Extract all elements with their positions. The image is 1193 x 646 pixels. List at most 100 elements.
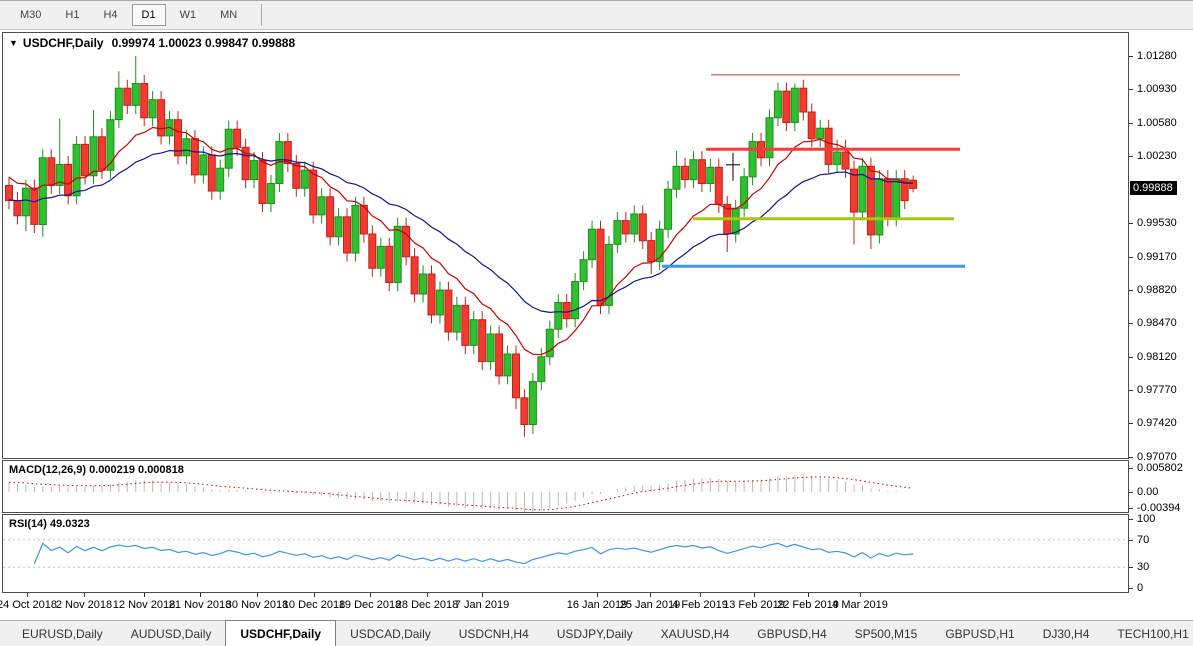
chart-title: ▼ USDCHF,Daily 0.99974 1.00023 0.99847 0.9… <box>9 36 295 50</box>
date-scale[interactable]: 24 Oct 2018 2 Nov 2018 12 Nov 2018 21 Nov 2… <box>0 593 1129 619</box>
macd-chart[interactable] <box>3 461 1128 512</box>
chart-tab-usdcnh-h4[interactable]: USDCNH,H4 <box>458 626 529 641</box>
price-axis-label: 0.98120 <box>1137 350 1177 363</box>
date-axis-label: 16 Jan 2019 <box>566 599 628 611</box>
rsi-panel[interactable]: RSI(14) 49.0323 <box>2 514 1129 593</box>
date-axis-label: 4 Feb 2019 <box>672 599 728 611</box>
main-chart-panel[interactable]: ▼ USDCHF,Daily 0.99974 1.00023 0.99847 0.9… <box>2 32 1129 459</box>
date-axis-label: 21 Nov 2018 <box>168 599 232 611</box>
candlestick-chart[interactable] <box>3 33 1128 458</box>
chart-tab-eurusd-daily[interactable]: EURUSD,Daily <box>22 626 103 641</box>
date-axis-label: 2 Nov 2018 <box>55 599 113 611</box>
axis-tick <box>1129 323 1133 325</box>
axis-tick <box>1129 290 1133 292</box>
date-tick <box>808 593 809 597</box>
chart-tab-usdcad-daily[interactable]: USDCAD,Daily <box>350 626 431 641</box>
rsi-chart[interactable] <box>3 515 1128 592</box>
date-axis-label: 10 Dec 2018 <box>282 599 346 611</box>
price-axis-label: 1.00230 <box>1137 149 1177 162</box>
toolbar-separator <box>261 4 263 26</box>
timeframe-button-h1[interactable]: H1 <box>65 9 80 21</box>
date-tick <box>700 593 701 597</box>
date-axis-label: 7 Jan 2019 <box>454 599 510 611</box>
chart-tab-gbpusd-h4[interactable]: GBPUSD,H4 <box>757 626 827 641</box>
date-axis-label: 4 Mar 2019 <box>832 599 888 611</box>
price-axis-label: 0.98470 <box>1137 317 1177 330</box>
axis-tick <box>1129 89 1133 91</box>
timeframe-button-mn[interactable]: MN <box>220 9 238 21</box>
date-tick <box>27 593 28 597</box>
chart-tab-dj30-h4[interactable]: DJ30,H4 <box>1042 626 1090 641</box>
date-axis-label: 24 Oct 2018 <box>0 599 57 611</box>
chart-symbol-label: USDCHF,Daily <box>22 36 104 50</box>
chart-tab-xauusd-h4[interactable]: XAUUSD,H4 <box>660 626 730 641</box>
macd-axis-label: 0.005802 <box>1137 462 1183 475</box>
timeframe-button-m30[interactable]: M30 <box>20 9 42 21</box>
timeframe-button-d1[interactable]: D1 <box>131 4 166 26</box>
chart-ohlc-values: 0.99974 1.00023 0.99847 0.99888 <box>111 36 296 50</box>
date-tick <box>144 593 145 597</box>
price-axis-label: 0.98820 <box>1137 284 1177 297</box>
axis-tick <box>1129 468 1133 470</box>
chart-tab-audusd-daily[interactable]: AUDUSD,Daily <box>130 626 212 641</box>
axis-tick <box>1129 390 1133 392</box>
rsi-axis-label: 100 <box>1137 513 1156 525</box>
axis-tick <box>1129 519 1133 520</box>
date-tick <box>370 593 371 597</box>
rsi-axis-label: 30 <box>1137 561 1150 574</box>
axis-tick <box>1129 507 1133 509</box>
date-tick <box>650 593 651 597</box>
rsi-axis-label: 70 <box>1137 533 1150 546</box>
date-axis-label: 25 Jan 2019 <box>619 599 681 611</box>
price-axis-label: 0.97770 <box>1137 384 1177 397</box>
axis-tick <box>1129 122 1133 124</box>
chart-tab-usdchf-daily[interactable]: USDCHF,Daily <box>225 620 337 646</box>
date-axis-label: 12 Nov 2018 <box>112 599 176 611</box>
axis-tick <box>1129 423 1133 425</box>
macd-axis-label: -0.00394 <box>1137 501 1181 514</box>
date-axis-label: 19 Dec 2018 <box>338 599 402 611</box>
price-axis-label: 0.99170 <box>1137 250 1177 263</box>
date-axis-label: 13 Feb 2019 <box>723 599 785 611</box>
date-axis-label: 30 Nov 2018 <box>225 599 289 611</box>
timeframe-toolbar: M30 H1 H4 D1 W1 MN <box>0 0 1193 30</box>
chart-tab-bar: EURUSD,Daily AUDUSD,Daily USDCHF,Daily USDC… <box>0 620 1193 646</box>
date-tick <box>314 593 315 597</box>
price-scale[interactable]: 1.01280 1.00930 1.00580 1.00230 0.99530 0.991… <box>1129 32 1193 594</box>
axis-tick <box>1129 567 1133 569</box>
current-price-badge: 0.99888 <box>1130 181 1177 196</box>
macd-panel[interactable]: MACD(12,26,9) 0.000219 0.000818 <box>2 460 1129 513</box>
axis-tick <box>1129 491 1133 493</box>
chart-dropdown-icon[interactable]: ▼ <box>9 38 18 48</box>
rsi-axis-label: 0 <box>1137 582 1144 594</box>
axis-tick <box>1129 256 1133 258</box>
chart-tab-sp500-m15[interactable]: SP500,M15 <box>854 626 918 641</box>
axis-tick <box>1129 55 1133 57</box>
timeframe-button-h4[interactable]: H4 <box>103 9 118 21</box>
date-tick <box>754 593 755 597</box>
macd-axis-label: 0.00 <box>1137 485 1159 498</box>
date-tick <box>200 593 201 597</box>
price-axis-label: 0.99530 <box>1137 216 1177 229</box>
axis-tick <box>1129 588 1133 589</box>
axis-tick <box>1129 155 1133 157</box>
chart-tab-usdjpy-daily[interactable]: USDJPY,Daily <box>556 626 633 641</box>
axis-tick <box>1129 356 1133 358</box>
price-axis-label: 1.00580 <box>1137 116 1177 129</box>
date-tick <box>84 593 85 597</box>
date-axis-label: 28 Dec 2018 <box>395 599 459 611</box>
price-axis-label: 1.00930 <box>1137 83 1177 96</box>
timeframe-button-w1[interactable]: W1 <box>179 9 197 21</box>
date-axis-label: 22 Feb 2019 <box>777 599 839 611</box>
date-tick <box>257 593 258 597</box>
date-tick <box>860 593 861 597</box>
rsi-label: RSI(14) 49.0323 <box>9 518 90 530</box>
date-tick <box>597 593 598 597</box>
date-tick <box>482 593 483 597</box>
price-axis-label: 1.01280 <box>1137 49 1177 62</box>
chart-tab-gbpusd-h1[interactable]: GBPUSD,H1 <box>945 626 1015 641</box>
axis-tick <box>1129 539 1133 541</box>
chart-tab-tech100-h1[interactable]: TECH100,H1 <box>1117 626 1189 641</box>
date-tick <box>427 593 428 597</box>
